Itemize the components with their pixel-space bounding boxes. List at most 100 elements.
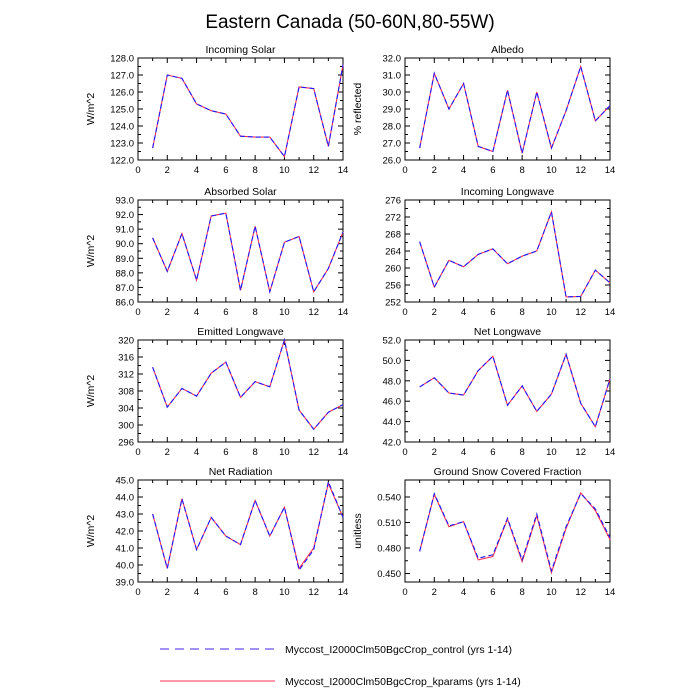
x-tick-label: 14 (338, 587, 349, 598)
y-tick-label: 31.0 (383, 71, 402, 82)
y-tick-label: 316 (118, 353, 134, 364)
chart-title: Ground Snow Covered Fraction (434, 466, 582, 478)
y-tick-label: 52.0 (383, 336, 402, 347)
y-tick-label: 123.0 (110, 139, 134, 150)
y-tick-label: 127.0 (110, 71, 134, 82)
x-tick-label: 4 (194, 447, 199, 458)
x-tick-label: 2 (432, 587, 437, 598)
y-tick-label: 93.0 (116, 196, 135, 207)
x-tick-label: 10 (546, 165, 557, 176)
y-tick-label: 92.0 (116, 210, 135, 221)
y-tick-label: 44.0 (383, 417, 402, 428)
page-title: Eastern Canada (50-60N,80-55W) (205, 12, 494, 33)
x-tick-label: 8 (252, 447, 257, 458)
series-line-control (419, 209, 611, 298)
x-tick-label: 10 (279, 447, 290, 458)
y-tick-label: 46.0 (383, 397, 402, 408)
x-tick-label: 14 (605, 165, 616, 176)
x-tick-label: 2 (165, 447, 170, 458)
x-tick-label: 14 (338, 165, 349, 176)
y-tick-label: 320 (118, 336, 134, 347)
y-tick-label: 122.0 (110, 156, 134, 167)
series-line-kparams (419, 352, 611, 429)
x-tick-label: 8 (519, 447, 524, 458)
y-tick-label: 32.0 (383, 54, 402, 65)
x-tick-label: 6 (223, 447, 228, 458)
legend-label-kparams: Myccost_I2000Clm50BgcCrop_kparams (yrs 1… (285, 676, 521, 688)
x-tick-label: 12 (575, 447, 586, 458)
y-tick-label: 125.0 (110, 105, 134, 116)
series-line-kparams (152, 212, 344, 294)
x-tick-label: 2 (165, 165, 170, 176)
y-tick-label: 312 (118, 370, 134, 381)
y-tick-label: 308 (118, 387, 134, 398)
x-tick-label: 10 (279, 307, 290, 318)
x-tick-label: 0 (402, 447, 407, 458)
y-tick-label: 41.0 (116, 544, 135, 555)
x-tick-label: 6 (490, 165, 495, 176)
series-line-kparams (419, 64, 611, 154)
plot-frame (137, 57, 344, 161)
y-tick-label: 86.0 (116, 298, 135, 309)
x-tick-label: 12 (308, 165, 319, 176)
x-tick-label: 0 (135, 307, 140, 318)
y-tick-label: 42.0 (116, 527, 135, 538)
x-tick-label: 2 (165, 587, 170, 598)
x-tick-label: 10 (279, 587, 290, 598)
x-tick-label: 8 (519, 307, 524, 318)
x-tick-label: 0 (402, 165, 407, 176)
y-tick-label: 89.0 (116, 254, 135, 265)
x-tick-label: 8 (519, 165, 524, 176)
y-tick-label: 48.0 (383, 376, 402, 387)
x-tick-label: 6 (223, 587, 228, 598)
chart-panel-0: Incoming Solar W/m^2 0 2 4 6 8 10 12 14 122.0 123.0… (85, 44, 348, 176)
y-axis-label: W/m^2 (85, 515, 97, 548)
x-tick-label: 14 (605, 447, 616, 458)
x-tick-label: 4 (194, 587, 199, 598)
x-tick-label: 6 (490, 447, 495, 458)
x-tick-label: 14 (338, 447, 349, 458)
plot-frame (404, 199, 611, 303)
chart-title: Incoming Longwave (461, 186, 555, 198)
y-tick-label: 87.0 (116, 283, 135, 294)
x-tick-label: 2 (165, 307, 170, 318)
x-tick-label: 4 (461, 447, 466, 458)
series-line-kparams (419, 209, 611, 298)
x-tick-label: 0 (135, 447, 140, 458)
y-tick-label: 88.0 (116, 268, 135, 279)
y-axis-label: unitless (352, 513, 364, 549)
plot-frame (404, 339, 611, 443)
chart-title: Net Radiation (209, 466, 273, 478)
y-tick-label: 276 (385, 196, 401, 207)
series-line-control (152, 212, 344, 294)
y-tick-label: 90.0 (116, 239, 135, 250)
x-tick-label: 12 (575, 587, 586, 598)
x-tick-label: 12 (308, 447, 319, 458)
x-tick-label: 10 (546, 447, 557, 458)
chart-panel-4: Emitted Longwave W/m^2 0 2 4 6 8 10 12 14 296 300 30… (85, 326, 348, 458)
plot-frame (137, 479, 344, 583)
series-line-control (152, 479, 344, 572)
chart-title: Net Longwave (474, 326, 541, 338)
x-tick-label: 0 (402, 587, 407, 598)
x-tick-label: 0 (402, 307, 407, 318)
x-tick-label: 12 (308, 307, 319, 318)
chart-panel-3: Incoming Longwave 0 2 4 6 8 10 12 14 252 256 260 264… (385, 186, 615, 318)
x-tick-label: 8 (252, 165, 257, 176)
chart-title: Albedo (491, 44, 524, 56)
y-tick-label: 124.0 (110, 122, 134, 133)
y-tick-label: 44.0 (116, 493, 135, 504)
y-tick-label: 0.540 (377, 493, 401, 504)
y-axis-label: W/m^2 (85, 235, 97, 268)
y-tick-label: 28.0 (383, 122, 402, 133)
x-tick-label: 0 (135, 165, 140, 176)
y-tick-label: 43.0 (116, 510, 135, 521)
x-tick-label: 12 (308, 587, 319, 598)
series-line-control (419, 491, 611, 573)
chart-title: Absorbed Solar (204, 186, 277, 198)
x-tick-label: 4 (194, 165, 199, 176)
y-tick-label: 27.0 (383, 139, 402, 150)
x-tick-label: 8 (252, 587, 257, 598)
x-tick-label: 8 (519, 587, 524, 598)
